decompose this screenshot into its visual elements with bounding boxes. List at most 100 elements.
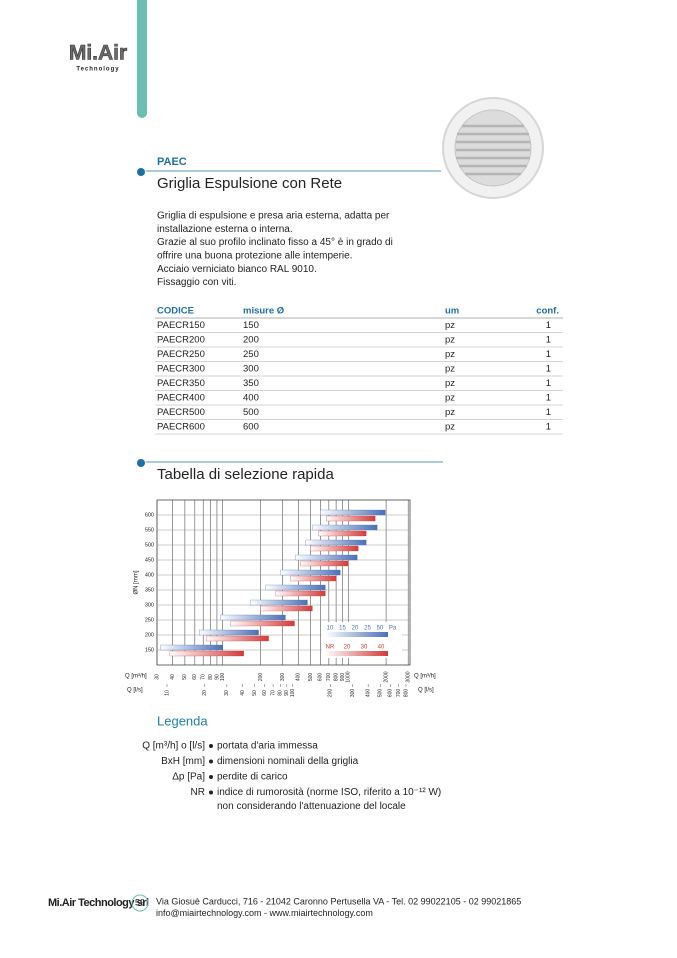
range-bar <box>250 599 308 606</box>
table-cell: PAECR400 <box>157 393 205 404</box>
section-dot <box>137 168 145 176</box>
x-tick-label: 800 <box>333 673 339 682</box>
table-cell: 200 <box>243 335 259 346</box>
inset-dp-bar <box>325 632 388 637</box>
range-bar <box>305 539 367 546</box>
table-cell: PAECR300 <box>157 364 205 375</box>
x2-tick-label: 30 <box>224 690 230 696</box>
legend-title: Legenda <box>157 713 208 728</box>
range-bar <box>300 560 349 567</box>
x-tick-label: 1000 <box>346 671 352 682</box>
x2-tick-label: 300 <box>350 689 356 698</box>
table-cell: 250 <box>243 349 259 360</box>
table-cell: PAECR500 <box>157 407 205 418</box>
inset-nr-label: NR <box>326 645 335 651</box>
table-cell: PAECR350 <box>157 378 205 389</box>
table-cell: pz <box>445 335 455 346</box>
x2-axis-label: Q [l/s] <box>127 688 143 694</box>
range-bar <box>320 509 386 516</box>
y-tick-label: 350 <box>145 587 154 593</box>
legend-bullet <box>209 790 213 795</box>
table-cell: pz <box>445 378 455 389</box>
x-tick-label: 700 <box>326 673 332 682</box>
inset-dp-label: Pa <box>389 626 397 632</box>
x-tick-label: 2000 <box>383 671 389 682</box>
section-title: Tabella di selezione rapida <box>157 466 334 483</box>
column-header: misure Ø <box>243 306 284 317</box>
table-cell: 300 <box>243 364 259 375</box>
y-axis-label: ØN [mm] <box>134 570 140 594</box>
range-bar <box>160 644 223 651</box>
x-tick-label: 90 <box>214 674 220 680</box>
accent-bar <box>137 0 147 118</box>
x2-tick-label: 10 <box>164 690 170 696</box>
footer-address: Via Giosuè Carducci, 716 - 21042 Caronno… <box>156 896 521 918</box>
x2-tick-label: 100 <box>290 689 296 698</box>
x-tick-label: 400 <box>296 673 302 682</box>
legend-term: BxH [mm] <box>161 756 205 767</box>
table-cell: pz <box>445 393 455 404</box>
x2-tick-label: 40 <box>240 690 246 696</box>
range-bar <box>295 554 358 561</box>
x-tick-label: 300 <box>280 673 286 682</box>
table-cell: pz <box>445 364 455 375</box>
x2-tick-label: 70 <box>270 690 276 696</box>
x-tick-label: 30 <box>154 674 160 680</box>
y-tick-label: 150 <box>145 647 154 653</box>
legend-desc: indice di rumorosità (norme ISO, riferit… <box>217 787 441 798</box>
table-cell: PAECR150 <box>157 320 205 331</box>
range-bar <box>280 569 341 576</box>
legend-desc: dimensioni nominali della griglia <box>217 756 359 767</box>
inset-dp-label: 15 <box>339 626 346 632</box>
x-axis-label: Q [m³/h] <box>414 674 436 680</box>
x-tick-label: 40 <box>170 674 176 680</box>
range-bar <box>326 515 376 522</box>
inset-dp-label: 10 <box>327 626 334 632</box>
table-cell: 1 <box>546 422 551 433</box>
description-line: Grazie al suo profilo inclinato fisso a … <box>157 237 393 248</box>
y-tick-label: 550 <box>145 527 154 533</box>
legend-desc: perdite di carico <box>217 772 288 783</box>
table-cell: 400 <box>243 393 259 404</box>
section-dot <box>137 459 145 467</box>
table-cell: 1 <box>546 407 551 418</box>
table-cell: 350 <box>243 378 259 389</box>
inset-nr-label: 30 <box>361 645 368 651</box>
x-tick-label: 900 <box>340 673 346 682</box>
address-line: Via Giosuè Carducci, 716 - 21042 Caronno… <box>156 896 521 906</box>
x-tick-label: 100 <box>220 673 226 682</box>
range-bar <box>275 590 326 597</box>
legend-bullet <box>209 759 213 764</box>
x2-tick-label: 500 <box>378 689 384 698</box>
table-cell: pz <box>445 422 455 433</box>
table-cell: pz <box>445 320 455 331</box>
range-bar <box>169 650 244 657</box>
address-line: info@miairtechnology.com - www.miairtech… <box>156 908 373 918</box>
description-line: Fissaggio con viti. <box>157 277 236 288</box>
inset-nr-bar <box>325 651 388 656</box>
y-tick-label: 200 <box>145 632 154 638</box>
x2-tick-label: 50 <box>252 690 258 696</box>
range-bar <box>199 629 259 636</box>
table-cell: 500 <box>243 407 259 418</box>
range-bar <box>318 530 367 537</box>
table-cell: pz <box>445 349 455 360</box>
x-tick-label: 60 <box>192 674 198 680</box>
column-header: conf. <box>536 306 559 317</box>
description-line: Acciaio verniciato bianco RAL 9010. <box>157 264 317 275</box>
legend-bullet <box>209 744 213 748</box>
table-cell: 600 <box>243 422 259 433</box>
legend-term: NR <box>191 787 205 798</box>
x-tick-label: 80 <box>208 674 214 680</box>
x-tick-label: 3000 <box>406 671 412 682</box>
legend-desc: portata d'aria immessa <box>217 741 318 752</box>
y-tick-label: 450 <box>145 557 154 563</box>
footer-company: Mi.Air Technology srl <box>48 897 149 909</box>
y-tick-label: 600 <box>145 512 154 518</box>
table-cell: 1 <box>546 393 551 404</box>
legend: Q [m³/h] o [l/s] portata d'aria immessa Bx… <box>142 741 441 813</box>
table-cell: 1 <box>546 335 551 346</box>
x2-tick-label: 600 <box>388 689 394 698</box>
description: Griglia di espulsione e presa aria ester… <box>157 211 393 289</box>
x2-tick-label: 700 <box>396 689 402 698</box>
